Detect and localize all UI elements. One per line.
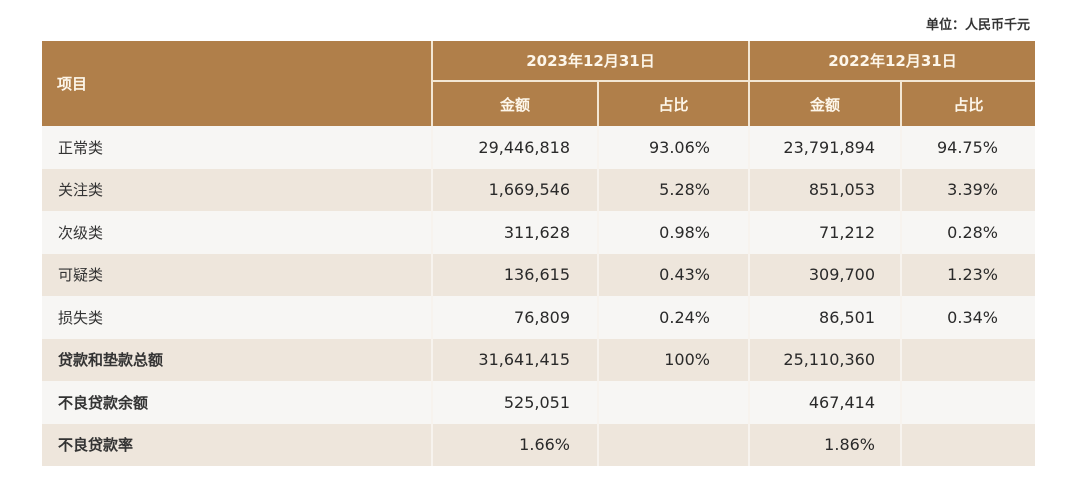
share-2022: 1.23%: [902, 253, 1035, 296]
row-label: 正常类: [42, 126, 433, 169]
amount-2022: 1.86%: [750, 423, 902, 466]
amount-2022: 71,212: [750, 211, 902, 254]
share-2022: [902, 423, 1035, 466]
row-label: 关注类: [42, 168, 433, 211]
table-row: 可疑类 136,615 0.43% 309,700 1.23%: [42, 253, 1035, 296]
amount-2023: 29,446,818: [433, 126, 599, 169]
share-2022: 3.39%: [902, 168, 1035, 211]
share-2023: 0.43%: [599, 253, 750, 296]
amount-2023: 1.66%: [433, 423, 599, 466]
share-2022: 94.75%: [902, 126, 1035, 169]
row-label: 不良贷款余额: [42, 381, 433, 424]
amount-2022: 23,791,894: [750, 126, 902, 169]
table-row: 关注类 1,669,546 5.28% 851,053 3.39%: [42, 168, 1035, 211]
share-2023: 100%: [599, 338, 750, 381]
row-label: 次级类: [42, 211, 433, 254]
row-label: 不良贷款率: [42, 423, 433, 466]
amount-2023: 1,669,546: [433, 168, 599, 211]
share-2022: 0.28%: [902, 211, 1035, 254]
amount-2022: 467,414: [750, 381, 902, 424]
share-2023: [599, 381, 750, 424]
amount-2023: 311,628: [433, 211, 599, 254]
header-period-2022: 2022年12月31日: [750, 41, 1035, 82]
amount-2023: 76,809: [433, 296, 599, 339]
amount-2023: 31,641,415: [433, 338, 599, 381]
table-row: 损失类 76,809 0.24% 86,501 0.34%: [42, 296, 1035, 339]
table-row: 次级类 311,628 0.98% 71,212 0.28%: [42, 211, 1035, 254]
table-row: 贷款和垫款总额 31,641,415 100% 25,110,360: [42, 338, 1035, 381]
header-share-2022: 占比: [902, 82, 1035, 126]
amount-2023: 525,051: [433, 381, 599, 424]
share-2023: 0.98%: [599, 211, 750, 254]
table-row: 正常类 29,446,818 93.06% 23,791,894 94.75%: [42, 126, 1035, 169]
header-amount-2022: 金额: [750, 82, 902, 126]
table-row: 不良贷款率 1.66% 1.86%: [42, 423, 1035, 466]
share-2023: 5.28%: [599, 168, 750, 211]
row-label: 损失类: [42, 296, 433, 339]
unit-label: 单位：人民币千元: [925, 18, 1030, 33]
amount-2022: 851,053: [750, 168, 902, 211]
share-2022: 0.34%: [902, 296, 1035, 339]
share-2023: [599, 423, 750, 466]
amount-2022: 309,700: [750, 253, 902, 296]
share-2022: [902, 381, 1035, 424]
amount-2022: 86,501: [750, 296, 902, 339]
amount-2022: 25,110,360: [750, 338, 902, 381]
amount-2023: 136,615: [433, 253, 599, 296]
share-2023: 93.06%: [599, 126, 750, 169]
row-label: 可疑类: [42, 253, 433, 296]
header-period-2023: 2023年12月31日: [433, 41, 750, 82]
share-2023: 0.24%: [599, 296, 750, 339]
header-amount-2023: 金额: [433, 82, 599, 126]
table-row: 不良贷款余额 525,051 467,414: [42, 381, 1035, 424]
loan-quality-table: 项目 2023年12月31日 2022年12月31日 金额 占比 金额 占比 正…: [42, 41, 1035, 466]
header-item: 项目: [42, 41, 433, 126]
row-label: 贷款和垫款总额: [42, 338, 433, 381]
share-2022: [902, 338, 1035, 381]
header-share-2023: 占比: [599, 82, 750, 126]
